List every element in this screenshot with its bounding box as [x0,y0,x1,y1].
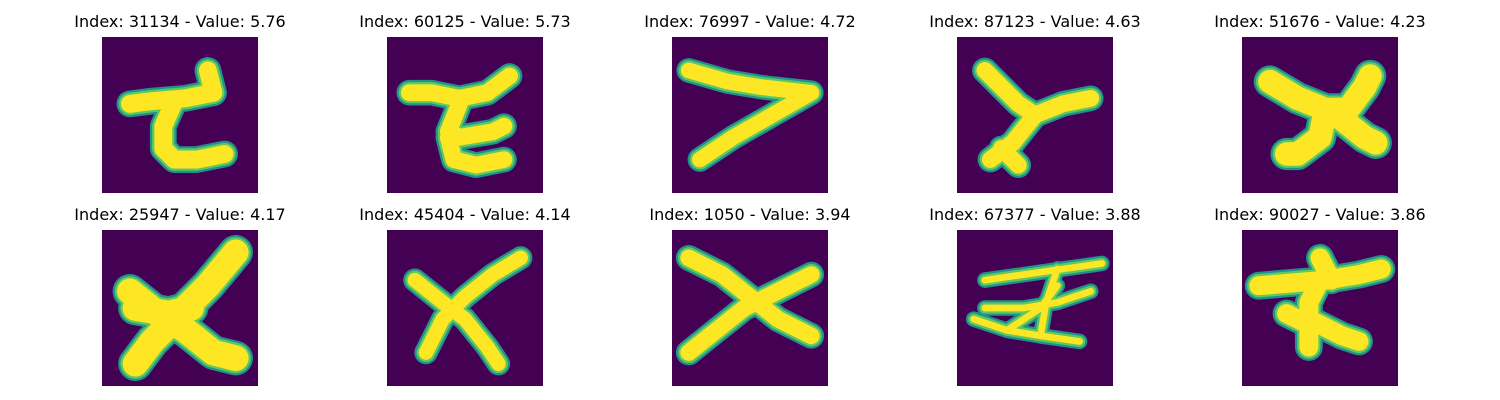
glyph-bold-x [102,230,258,386]
glyph-scribble [957,230,1113,386]
image-panel: Index: 90027 - Value: 3.86 [1210,204,1430,386]
image-panel: Index: 87123 - Value: 4.63 [925,11,1145,193]
panel-title: Index: 76997 - Value: 4.72 [644,12,856,31]
glyph-z [387,37,543,193]
glyph-x [387,230,543,386]
image-panel: Index: 45404 - Value: 4.14 [355,204,575,386]
glyph-hooked-t [102,37,258,193]
glyph-hooked-t [1242,230,1398,386]
glyph-y [957,37,1113,193]
glyph-greater-than [672,37,828,193]
image-panel: Index: 60125 - Value: 5.73 [355,11,575,193]
image-panel: Index: 25947 - Value: 4.17 [70,204,290,386]
panel-title: Index: 90027 - Value: 3.86 [1214,205,1426,224]
panel-title: Index: 45404 - Value: 4.14 [359,205,571,224]
panel-title: Index: 25947 - Value: 4.17 [74,205,286,224]
glyph-x [672,230,828,386]
image-panel: Index: 31134 - Value: 5.76 [70,11,290,193]
image-panel: Index: 67377 - Value: 3.88 [925,204,1145,386]
panel-title: Index: 87123 - Value: 4.63 [929,12,1141,31]
panel-title: Index: 31134 - Value: 5.76 [74,12,286,31]
image-panel: Index: 76997 - Value: 4.72 [640,11,860,193]
panel-title: Index: 51676 - Value: 4.23 [1214,12,1426,31]
panel-title: Index: 1050 - Value: 3.94 [649,205,851,224]
image-panel: Index: 1050 - Value: 3.94 [640,204,860,386]
glyph-bold-y [1242,37,1398,193]
panel-title: Index: 60125 - Value: 5.73 [359,12,571,31]
panel-title: Index: 67377 - Value: 3.88 [929,205,1141,224]
image-panel: Index: 51676 - Value: 4.23 [1210,11,1430,193]
